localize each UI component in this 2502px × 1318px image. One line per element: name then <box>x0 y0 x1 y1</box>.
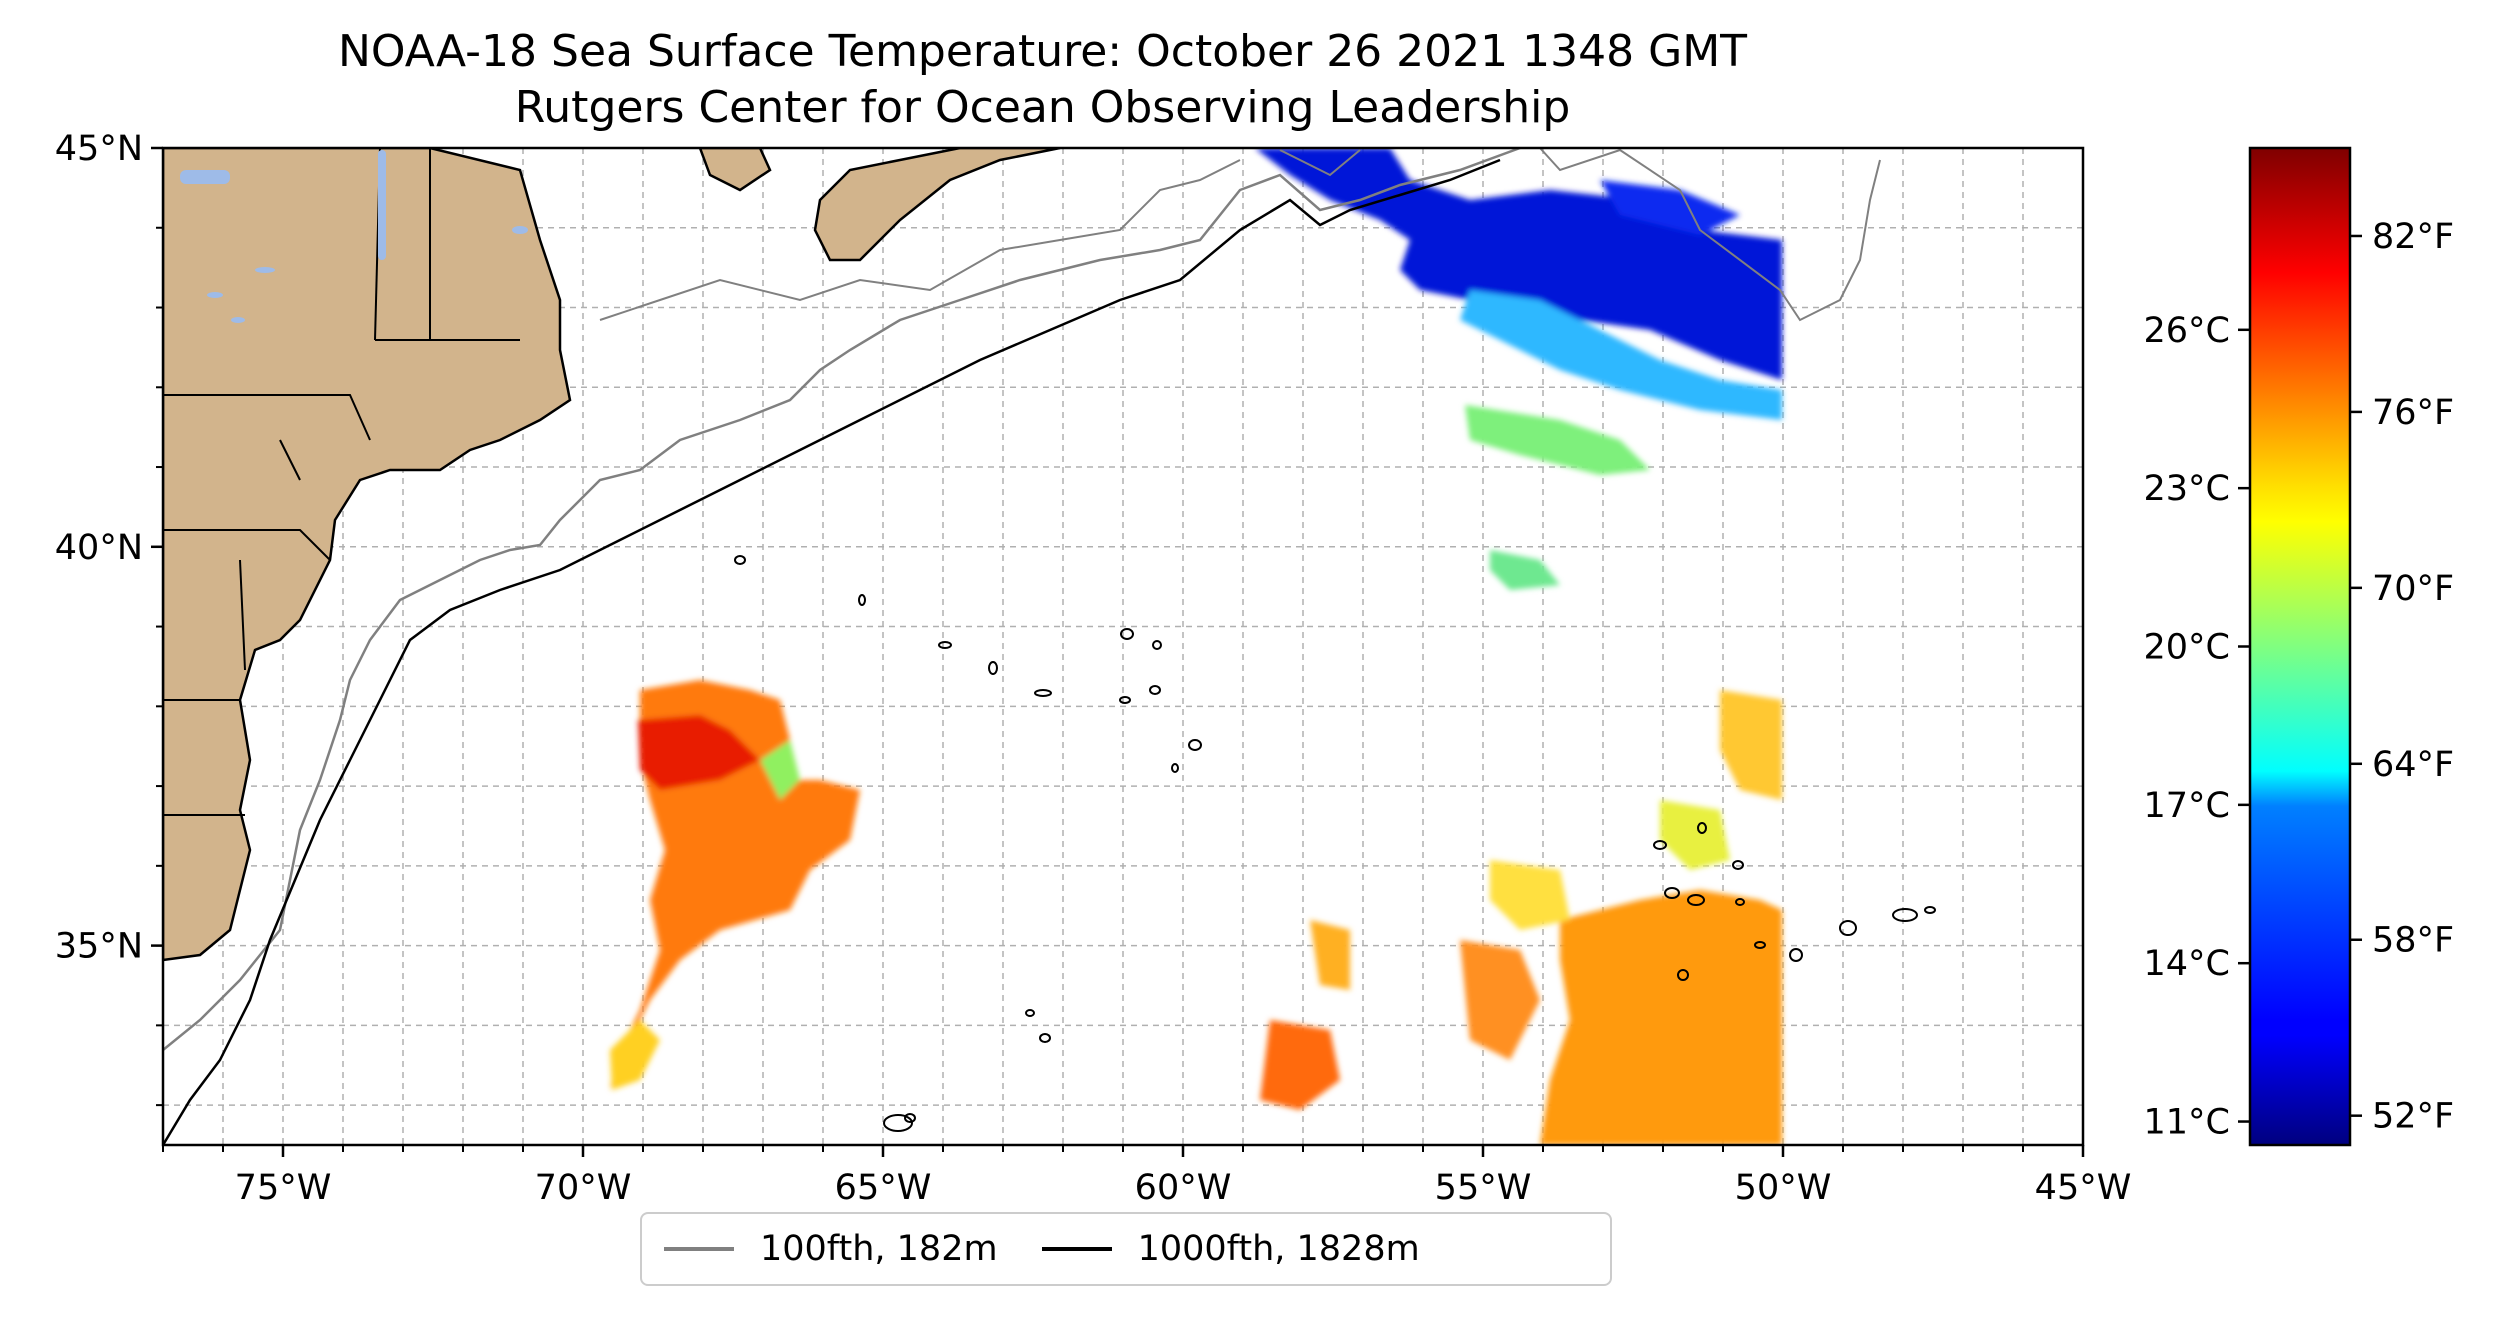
lon-tick-label: 70°W <box>535 1168 632 1208</box>
sst-yellow-mid <box>1720 690 1782 800</box>
lon-tick-label: 75°W <box>235 1168 332 1208</box>
lakes <box>180 150 528 323</box>
land <box>163 148 1061 962</box>
colorbar: 52°F 58°F 64°F 70°F 76°F 82°F 11°C 14°C 17°C 20°… <box>2144 146 2454 1147</box>
title-line-1: NOAA-18 Sea Surface Temperature: October… <box>337 26 1748 77</box>
lon-tick-label: 55°W <box>1435 1168 1532 1208</box>
seamounts <box>734 555 1936 1132</box>
sst-warm-southeast-2 <box>1460 940 1540 1060</box>
isobath-100fth-2 <box>599 159 1241 321</box>
colorbar-c-label: 11°C <box>2144 1103 2230 1143</box>
legend-label-1000fth: 1000fth, 1828m <box>1137 1229 1420 1269</box>
isobath-legend: 100fth, 182m 1000fth, 1828m <box>640 1212 1612 1286</box>
title-line-2: Rutgers Center for Ocean Observing Leade… <box>514 82 1571 133</box>
colorbar-c-label: 20°C <box>2144 628 2230 668</box>
colorbar-c-label: 26°C <box>2144 311 2230 351</box>
sst-data <box>610 148 1782 1145</box>
sst-cold-patch <box>1600 180 1740 235</box>
lon-tick-label: 65°W <box>835 1168 932 1208</box>
lon-tick-label: 45°W <box>2035 1168 2132 1208</box>
sst-yellow-mid-2 <box>1660 800 1730 870</box>
colorbar-gradient <box>2248 146 2352 1147</box>
colorbar-celsius-ticks: 11°C 14°C 17°C 20°C 23°C 26°C <box>2144 311 2250 1143</box>
lat-tick-label: 45°N <box>55 129 143 169</box>
isobath-100fth <box>163 148 1521 1051</box>
colorbar-fahrenheit-ticks: 52°F 58°F 64°F 70°F 76°F 82°F <box>2350 217 2454 1137</box>
legend-item-100fth: 100fth, 182m <box>664 1229 998 1269</box>
latitude-axis: 45°N 40°N 35°N <box>55 129 163 1107</box>
lat-tick-label: 35°N <box>55 927 143 967</box>
legend-label-100fth: 100fth, 182m <box>760 1229 998 1269</box>
lon-tick-label: 60°W <box>1135 1168 1232 1208</box>
sst-yellow-west <box>610 1020 660 1090</box>
legend-line-black <box>1041 1247 1112 1251</box>
longitude-axis: 75°W 70°W 65°W 60°W 55°W 50°W 45°W <box>162 1145 2132 1208</box>
legend-item-1000fth: 1000fth, 1828m <box>1041 1229 1420 1269</box>
colorbar-c-label: 23°C <box>2144 469 2230 509</box>
colorbar-f-label: 64°F <box>2372 745 2454 785</box>
sst-yellow-southeast <box>1490 860 1570 930</box>
sst-warm-southeast <box>1540 890 1782 1145</box>
colorbar-c-label: 17°C <box>2144 786 2230 826</box>
colorbar-f-label: 76°F <box>2372 393 2454 433</box>
isobath-100fth-4 <box>1279 149 1361 177</box>
isobath-100fth-3 <box>1539 148 1881 322</box>
colorbar-c-label: 14°C <box>2144 944 2230 984</box>
sst-cyan-band <box>1460 290 1782 420</box>
colorbar-f-label: 52°F <box>2372 1097 2454 1137</box>
sst-green-patch-2 <box>1490 550 1560 590</box>
colorbar-f-label: 58°F <box>2372 921 2454 961</box>
sst-green-west <box>760 740 800 800</box>
map-panel <box>161 146 2085 1147</box>
lat-tick-label: 40°N <box>55 528 143 568</box>
sst-green-patch <box>1465 405 1650 475</box>
legend-line-gray <box>664 1247 734 1251</box>
land-maine-coast <box>698 148 772 192</box>
sst-warm-south <box>1260 1020 1340 1110</box>
land-us-east <box>163 148 572 962</box>
colorbar-f-label: 82°F <box>2372 217 2454 257</box>
sst-warm-south-2 <box>1310 920 1350 990</box>
lon-tick-label: 50°W <box>1735 1168 1832 1208</box>
sst-hot-west <box>638 715 760 790</box>
land-nova-scotia <box>813 148 1061 262</box>
colorbar-f-label: 70°F <box>2372 569 2454 609</box>
isobath-1000fth <box>163 158 1501 1145</box>
map-title: NOAA-18 Sea Surface Temperature: October… <box>0 24 2085 136</box>
